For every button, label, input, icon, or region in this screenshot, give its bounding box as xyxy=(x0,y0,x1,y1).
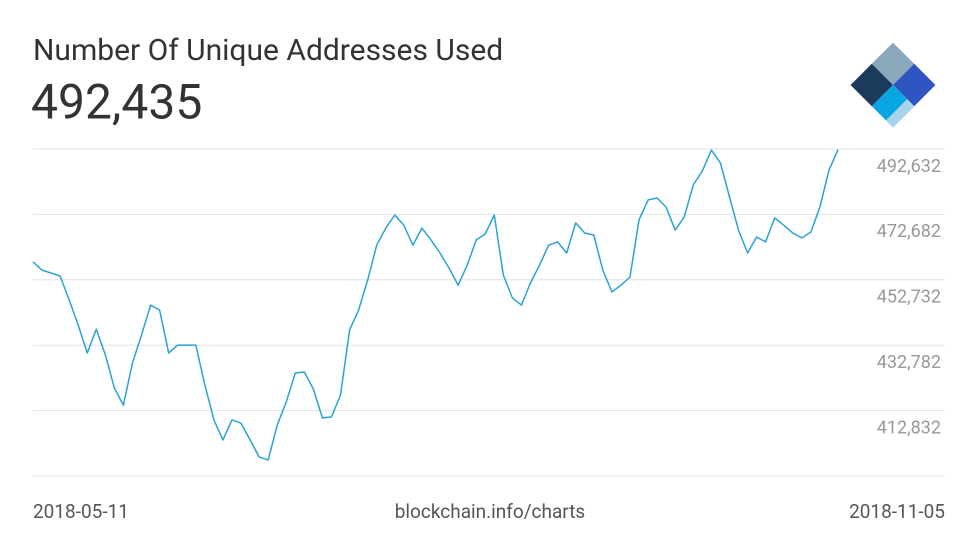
y-tick-label: 432,782 xyxy=(877,352,941,373)
y-tick-label: 412,832 xyxy=(877,417,941,438)
y-tick-label: 472,682 xyxy=(877,221,941,242)
x-tick-label: 2018-11-05 xyxy=(849,500,945,523)
y-tick-label: 452,732 xyxy=(877,287,941,308)
current-value: 492,435 xyxy=(31,74,202,131)
x-tick-label: 2018-05-11 xyxy=(33,500,129,523)
data-line xyxy=(32,149,839,461)
logo xyxy=(850,42,936,128)
logo-part xyxy=(885,99,915,128)
chart-title: Number Of Unique Addresses Used xyxy=(33,33,503,68)
y-tick-label: 492,632 xyxy=(877,156,941,177)
source: blockchain.info/charts xyxy=(395,500,585,523)
